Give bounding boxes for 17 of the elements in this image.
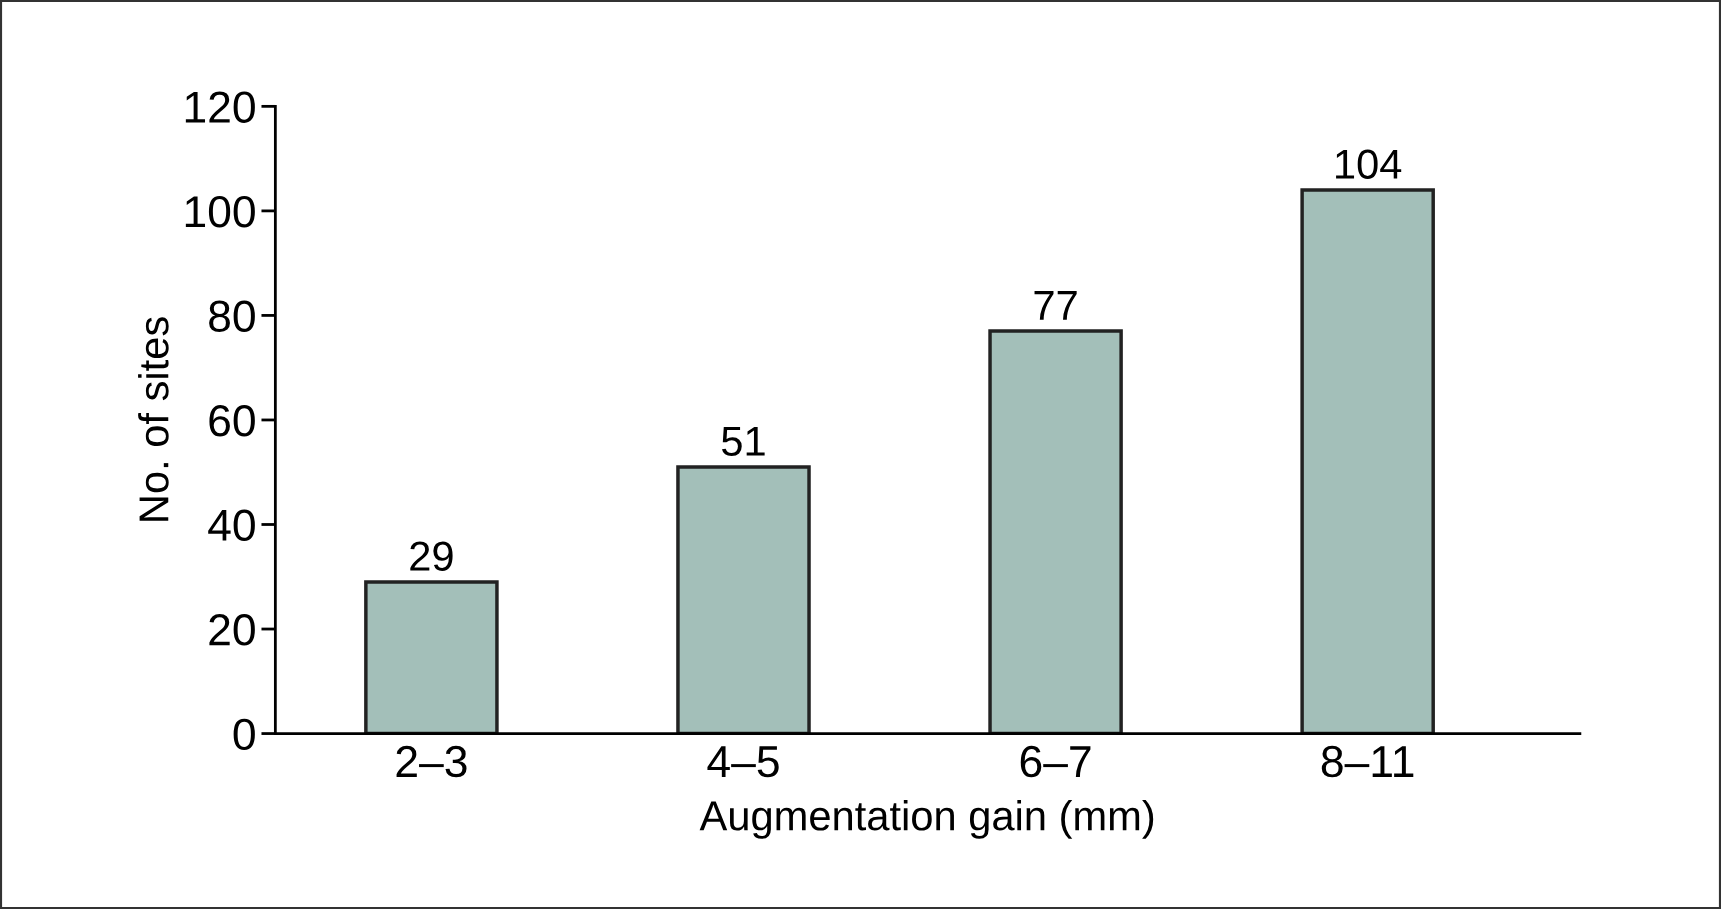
y-axis-title: No. of sites (138, 317, 169, 521)
y-tick-label: 100 (185, 195, 255, 228)
y-tick-label: 60 (209, 405, 255, 437)
x-tick-label: 8–11 (1321, 745, 1414, 778)
x-tick-label: 2–3 (396, 745, 467, 778)
y-tick-label: 20 (209, 614, 255, 646)
data-label: 29 (410, 541, 453, 571)
x-tick-label: 6–7 (1020, 745, 1091, 778)
x-tick-label: 4–5 (707, 746, 779, 778)
y-tick-label: 0 (233, 718, 255, 751)
data-label: 104 (1336, 149, 1402, 179)
y-tick-label: 80 (209, 300, 255, 332)
x-axis-title: Augmentation gain (mm) (699, 799, 1154, 839)
y-tick-label: 120 (185, 91, 255, 123)
data-label: 51 (721, 426, 765, 456)
data-label: 77 (1034, 291, 1077, 320)
y-tick-label: 40 (208, 509, 255, 542)
